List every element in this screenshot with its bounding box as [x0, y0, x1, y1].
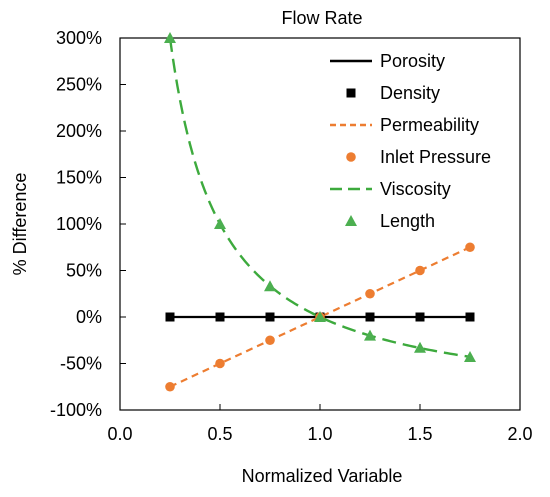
- y-tick-label: -50%: [60, 354, 102, 374]
- length-series: [164, 32, 476, 362]
- y-tick-label: 300%: [56, 28, 102, 48]
- y-tick-label: -100%: [50, 400, 102, 420]
- y-axis-ticks: -100% -50% 0% 50% 100% 150% 200% 250% 300%: [50, 28, 126, 420]
- legend-item-density: Density: [346, 83, 440, 103]
- chart-title: Flow Rate: [281, 8, 362, 28]
- length-point: [364, 329, 376, 341]
- legend-label-permeability: Permeability: [380, 115, 479, 135]
- y-tick-label: 150%: [56, 168, 102, 188]
- legend-label-porosity: Porosity: [380, 51, 445, 71]
- y-tick-label: 0%: [76, 307, 102, 327]
- legend-item-inlet-pressure: Inlet Pressure: [346, 147, 491, 167]
- length-point: [314, 311, 326, 322]
- density-point: [165, 312, 175, 322]
- legend-item-viscosity: Viscosity: [330, 179, 451, 199]
- x-tick-label: 2.0: [507, 424, 532, 444]
- density-point: [265, 312, 275, 322]
- y-tick-label: 50%: [66, 261, 102, 281]
- x-tick-label: 1.0: [307, 424, 332, 444]
- legend-label-length: Length: [380, 211, 435, 231]
- inlet-pressure-point: [165, 381, 175, 392]
- legend-label-viscosity: Viscosity: [380, 179, 451, 199]
- density-point: [465, 312, 475, 322]
- density-point: [365, 312, 375, 322]
- length-point: [414, 341, 426, 353]
- length-point: [464, 350, 476, 362]
- inlet-pressure-point: [465, 242, 475, 253]
- y-tick-label: 100%: [56, 214, 102, 234]
- legend-item-porosity: Porosity: [330, 51, 445, 71]
- legend-swatch-length: [345, 215, 357, 226]
- inlet-pressure-point: [415, 265, 425, 276]
- density-point: [415, 312, 425, 322]
- legend-item-length: Length: [345, 211, 435, 231]
- legend-swatch-inlet-pressure: [346, 152, 356, 162]
- inlet-pressure-point: [215, 358, 225, 369]
- legend-swatch-density: [346, 88, 356, 98]
- x-tick-label: 0.0: [107, 424, 132, 444]
- y-tick-label: 250%: [56, 75, 102, 95]
- plot-area: [119, 37, 521, 411]
- legend-label-density: Density: [380, 83, 440, 103]
- legend-label-inlet-pressure: Inlet Pressure: [380, 147, 491, 167]
- legend-item-permeability: Permeability: [330, 115, 479, 135]
- y-axis-label: % Difference: [10, 173, 30, 276]
- x-tick-label: 0.5: [207, 424, 232, 444]
- legend: Porosity Density Permeability Inlet Pressur…: [330, 51, 491, 231]
- length-point: [214, 218, 226, 229]
- inlet-pressure-point: [265, 335, 275, 346]
- y-tick-label: 200%: [56, 121, 102, 141]
- series-layer: [164, 32, 476, 392]
- x-axis-ticks: 0.0 0.5 1.0 1.5 2.0: [107, 404, 533, 444]
- density-point: [215, 312, 225, 322]
- inlet-pressure-point: [365, 288, 375, 299]
- length-point: [164, 32, 176, 43]
- length-point: [264, 280, 276, 292]
- x-tick-label: 1.5: [407, 424, 432, 444]
- plot-border: [119, 37, 521, 411]
- x-axis-label: Normalized Variable: [242, 466, 403, 486]
